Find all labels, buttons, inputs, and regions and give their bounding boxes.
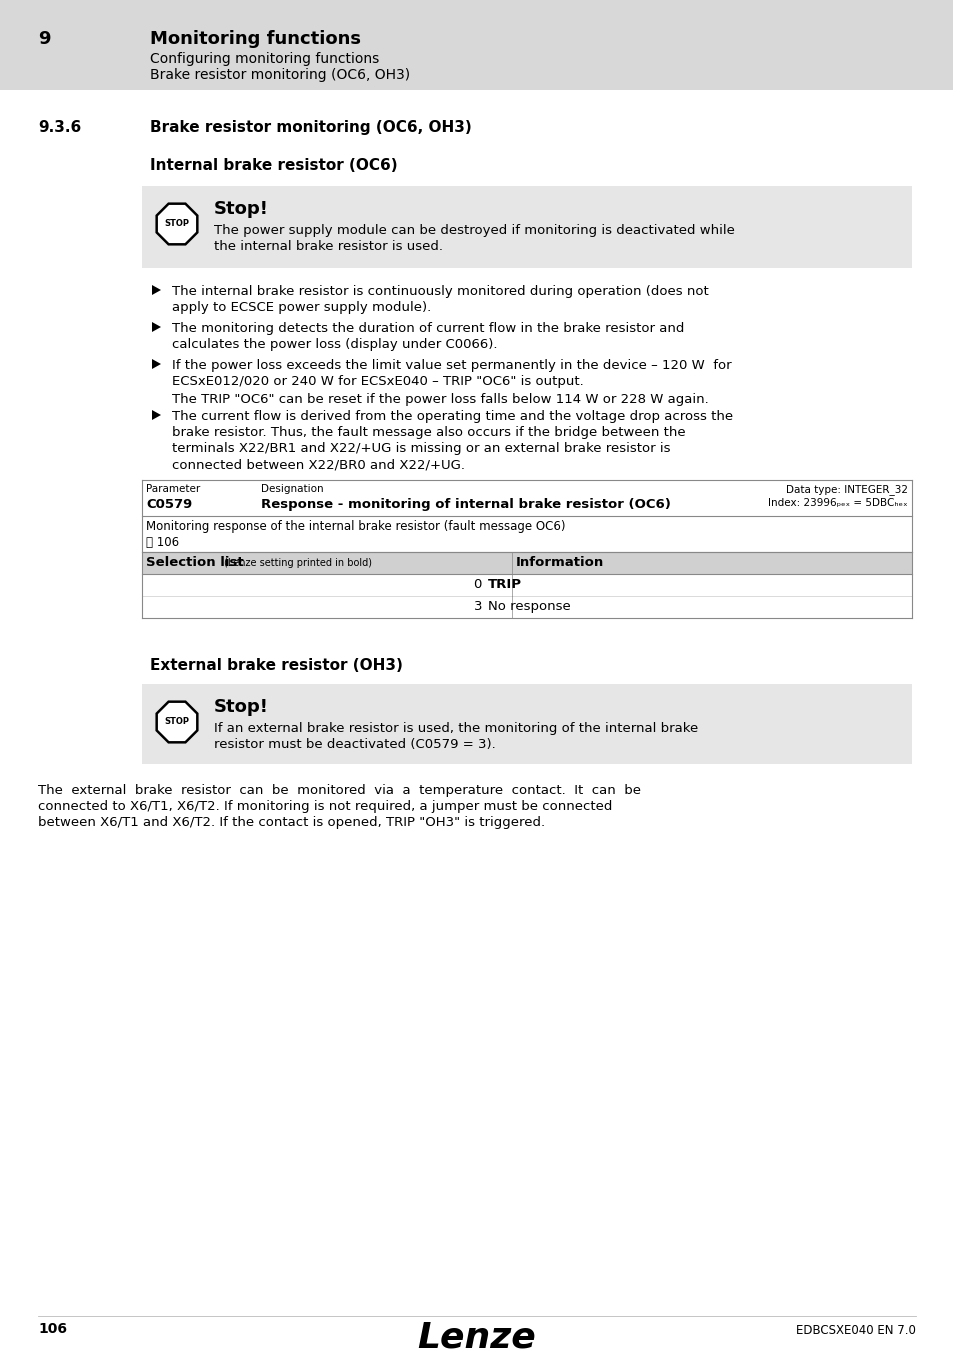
- Text: 9: 9: [38, 30, 51, 49]
- Text: No response: No response: [488, 599, 570, 613]
- Text: 9.3.6: 9.3.6: [38, 120, 81, 135]
- Text: ⎓ 106: ⎓ 106: [146, 536, 179, 549]
- Text: the internal brake resistor is used.: the internal brake resistor is used.: [213, 240, 442, 252]
- Text: Data type: INTEGER_32: Data type: INTEGER_32: [785, 485, 907, 495]
- Text: Brake resistor monitoring (OC6, OH3): Brake resistor monitoring (OC6, OH3): [150, 68, 410, 82]
- Text: apply to ECSCE power supply module).: apply to ECSCE power supply module).: [172, 301, 431, 315]
- FancyBboxPatch shape: [0, 0, 953, 90]
- Polygon shape: [152, 323, 161, 332]
- Polygon shape: [156, 702, 197, 742]
- Text: If the power loss exceeds the limit value set permanently in the device – 120 W : If the power loss exceeds the limit valu…: [172, 359, 731, 373]
- Text: If an external brake resistor is used, the monitoring of the internal brake: If an external brake resistor is used, t…: [213, 722, 698, 734]
- Polygon shape: [152, 410, 161, 420]
- FancyBboxPatch shape: [142, 186, 911, 269]
- Text: terminals X22/BR1 and X22/+UG is missing or an external brake resistor is: terminals X22/BR1 and X22/+UG is missing…: [172, 441, 670, 455]
- Text: External brake resistor (OH3): External brake resistor (OH3): [150, 657, 402, 674]
- Text: C0579: C0579: [146, 498, 193, 512]
- Text: EDBCSXE040 EN 7.0: EDBCSXE040 EN 7.0: [796, 1324, 915, 1336]
- Text: Response - monitoring of internal brake resistor (OC6): Response - monitoring of internal brake …: [261, 498, 670, 512]
- Text: The  external  brake  resistor  can  be  monitored  via  a  temperature  contact: The external brake resistor can be monit…: [38, 784, 640, 796]
- Text: Brake resistor monitoring (OC6, OH3): Brake resistor monitoring (OC6, OH3): [150, 120, 471, 135]
- Text: between X6/T1 and X6/T2. If the contact is opened, TRIP "OH3" is triggered.: between X6/T1 and X6/T2. If the contact …: [38, 815, 544, 829]
- Text: Information: Information: [516, 556, 603, 568]
- Text: connected between X22/BR0 and X22/+UG.: connected between X22/BR0 and X22/+UG.: [172, 458, 464, 471]
- Text: ECSxE012/020 or 240 W for ECSxE040 – TRIP "OC6" is output.: ECSxE012/020 or 240 W for ECSxE040 – TRI…: [172, 375, 583, 387]
- Text: 0: 0: [473, 578, 481, 591]
- Text: 106: 106: [38, 1322, 67, 1336]
- Text: resistor must be deactivated (C0579 = 3).: resistor must be deactivated (C0579 = 3)…: [213, 738, 496, 751]
- Text: STOP: STOP: [164, 220, 190, 228]
- Polygon shape: [152, 285, 161, 296]
- Text: Selection list: Selection list: [146, 556, 243, 568]
- FancyBboxPatch shape: [142, 684, 911, 764]
- Text: Monitoring functions: Monitoring functions: [150, 30, 360, 49]
- Text: Internal brake resistor (OC6): Internal brake resistor (OC6): [150, 158, 397, 173]
- Text: Configuring monitoring functions: Configuring monitoring functions: [150, 53, 379, 66]
- Text: brake resistor. Thus, the fault message also occurs if the bridge between the: brake resistor. Thus, the fault message …: [172, 427, 685, 439]
- Text: The TRIP "OC6" can be reset if the power loss falls below 114 W or 228 W again.: The TRIP "OC6" can be reset if the power…: [172, 393, 708, 406]
- Text: calculates the power loss (display under C0066).: calculates the power loss (display under…: [172, 338, 497, 351]
- FancyBboxPatch shape: [142, 552, 911, 574]
- Text: The monitoring detects the duration of current flow in the brake resistor and: The monitoring detects the duration of c…: [172, 323, 683, 335]
- Text: connected to X6/T1, X6/T2. If monitoring is not required, a jumper must be conne: connected to X6/T1, X6/T2. If monitoring…: [38, 801, 612, 813]
- Text: Designation: Designation: [261, 485, 323, 494]
- Text: Monitoring response of the internal brake resistor (fault message OC6): Monitoring response of the internal brak…: [146, 520, 565, 533]
- Text: The power supply module can be destroyed if monitoring is deactivated while: The power supply module can be destroyed…: [213, 224, 734, 238]
- Polygon shape: [152, 359, 161, 369]
- Text: STOP: STOP: [164, 717, 190, 726]
- Text: Stop!: Stop!: [213, 698, 269, 716]
- Text: Index: 23996ₚₑₓ = 5DBCₕₑₓ: Index: 23996ₚₑₓ = 5DBCₕₑₓ: [767, 498, 907, 508]
- Text: (Lenze setting printed in bold): (Lenze setting printed in bold): [224, 558, 372, 568]
- Text: 3: 3: [473, 599, 481, 613]
- Text: Lenze: Lenze: [417, 1320, 536, 1350]
- Text: Parameter: Parameter: [146, 485, 200, 494]
- Text: The internal brake resistor is continuously monitored during operation (does not: The internal brake resistor is continuou…: [172, 285, 708, 298]
- Polygon shape: [156, 204, 197, 244]
- Text: Stop!: Stop!: [213, 200, 269, 217]
- Text: The current flow is derived from the operating time and the voltage drop across : The current flow is derived from the ope…: [172, 410, 732, 423]
- Text: TRIP: TRIP: [488, 578, 521, 591]
